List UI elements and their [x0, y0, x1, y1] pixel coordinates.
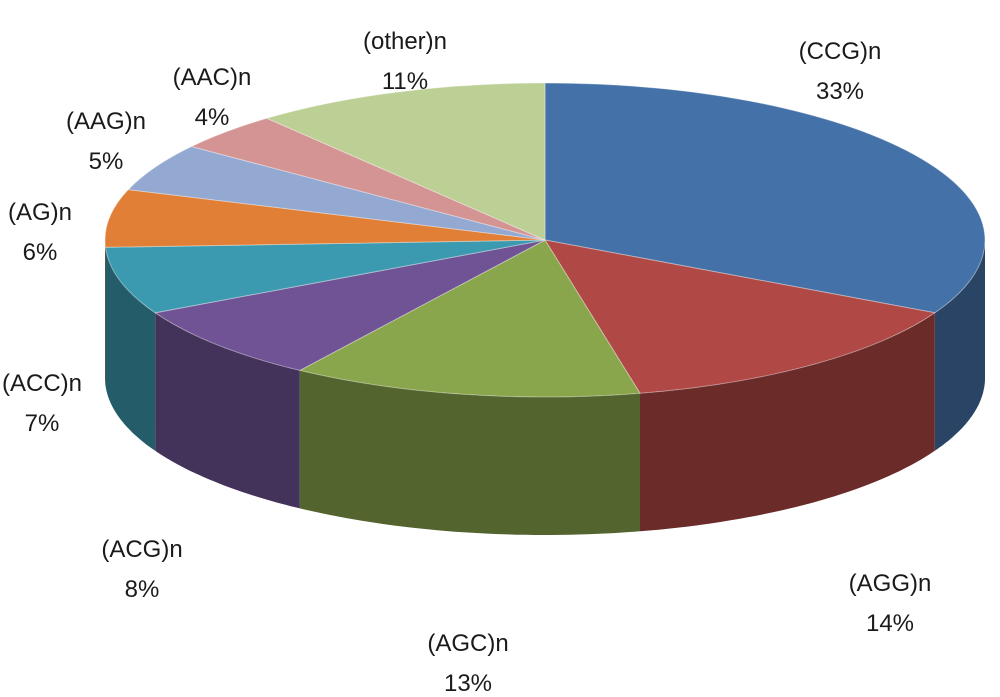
slice-name-aggn: (AGG)n: [848, 570, 932, 597]
slice-aggn: [543, 239, 937, 394]
slice-percent-othern: 11%: [381, 68, 429, 95]
slice-side-agn: [105, 240, 106, 386]
slice-name-othern: (other)n: [362, 28, 448, 55]
slice-name-acgn: (ACG)n: [101, 536, 183, 563]
slice-percent-aggn: 14%: [865, 610, 915, 637]
slice-name-aagn: (AAG)n: [65, 108, 147, 135]
slice-othern: [265, 82, 546, 241]
slice-label-othern: (other)n 11%: [363, 30, 447, 94]
slice-agcn: [298, 239, 641, 398]
slice-name-accn: (ACC)n: [1, 370, 83, 397]
slice-label-agcn: (AGC)n 13%: [427, 632, 508, 696]
slice-label-aggn: (AGG)n 14%: [849, 572, 932, 636]
slice-name-aacn: (AAC)n: [172, 64, 252, 91]
slice-percent-ccgn: 33%: [815, 78, 865, 105]
slice-label-accn: (ACC)n 7%: [2, 372, 82, 436]
slice-percent-accn: 7%: [24, 410, 60, 437]
slice-label-acgn: (ACG)n 8%: [101, 538, 182, 602]
pie-chart: (CCG)n 33% (AGG)n 14% (AGC)n 13% (ACG)n 8% (ACC)…: [2, 30, 986, 696]
slice-name-agcn: (AGC)n: [427, 630, 509, 657]
slice-label-ccgn: (CCG)n 33%: [799, 40, 882, 104]
slice-label-aacn: (AAC)n 4%: [173, 66, 252, 130]
slice-ccgn: [544, 82, 986, 314]
slice-acgn: [153, 239, 546, 371]
slice-side-accn: [105, 247, 156, 451]
pie-chart-svg: [104, 82, 986, 535]
slice-percent-agcn: 13%: [443, 670, 493, 697]
slice-label-aagn: (AAG)n 5%: [66, 110, 146, 174]
slice-percent-agn: 6%: [22, 239, 58, 266]
slice-side-aggn: [640, 312, 935, 532]
slice-name-agn: (AG)n: [7, 199, 73, 226]
slice-agn: [104, 189, 546, 248]
slice-accn: [104, 239, 546, 314]
slice-aagn: [127, 145, 546, 241]
slice-percent-aagn: 5%: [88, 148, 124, 175]
slice-side-acgn: [155, 312, 300, 509]
slice-aacn: [190, 117, 546, 241]
slice-side-agcn: [299, 370, 640, 535]
slice-label-agn: (AG)n 6%: [8, 201, 72, 265]
slice-percent-acgn: 8%: [124, 576, 160, 603]
slice-name-ccgn: (CCG)n: [798, 38, 882, 65]
slice-side-ccgn: [934, 240, 985, 451]
slice-percent-aacn: 4%: [194, 104, 230, 131]
